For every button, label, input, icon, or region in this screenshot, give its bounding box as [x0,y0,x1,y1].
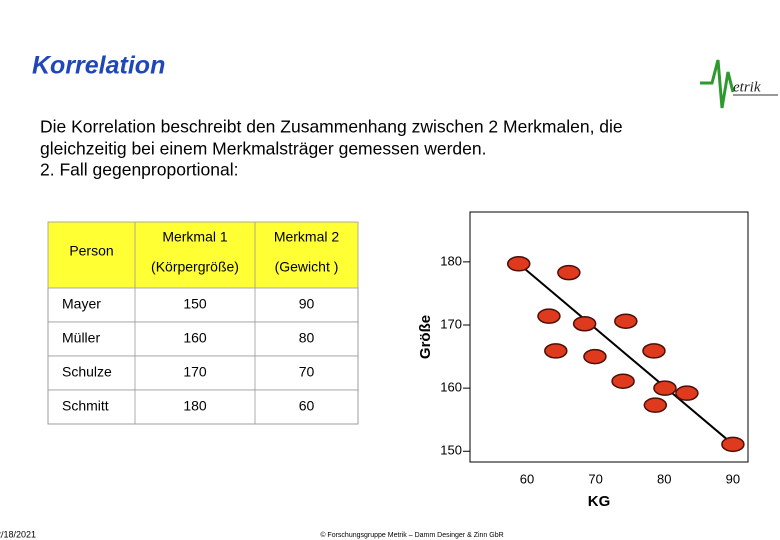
data-point [642,343,666,359]
plot-frame [469,211,749,463]
table-border [47,221,359,425]
data-point [583,348,607,365]
data-point [537,308,561,324]
footer-copyright: © Forschungsgruppe Metrik – Damm Desinge… [320,531,503,539]
table-header-cell: Merkmal 2 [274,229,340,245]
y-tick-label: 170 [440,316,462,331]
table-cell: Mayer [62,296,101,312]
y-axis-label: Größe [417,315,434,359]
table-header-cell: (Gewicht ) [275,259,339,275]
table-row-bg [47,355,359,391]
table-cell: Schulze [62,364,112,380]
table-cell: Müller [62,330,100,346]
data-point [721,436,745,453]
x-axis-label: KG [588,493,611,510]
data-point [614,313,638,329]
data-point [557,264,581,281]
table-header-cell: Merkmal 1 [162,229,228,245]
footer-date: 2/18/2021 [0,529,36,539]
y-tick-label: 160 [440,380,462,395]
table-cell: 90 [299,296,315,312]
table-cell: 70 [299,364,315,380]
y-tick-label: 180 [440,253,462,268]
table-cell: Schmitt [62,398,109,414]
table-header-cell: Person [69,243,113,259]
logo-text: etrik [733,79,761,95]
table-cell: 60 [299,398,315,414]
body-line: gleichzeitig bei einem Merkmalsträger ge… [40,139,486,159]
data-point [675,385,699,401]
table-header-cell: (Körpergröße) [151,259,239,275]
data-point [653,380,677,396]
table-cell: 80 [299,330,315,346]
data-point [544,343,568,359]
x-tick-label: 80 [657,471,671,486]
data-point [611,373,635,389]
data-point [572,315,597,332]
trend-line [518,263,734,446]
table-cell: 150 [183,296,207,312]
slide-title: Korrelation [32,52,165,80]
y-tick-label: 150 [440,443,462,458]
x-tick-label: 60 [520,471,534,486]
body-line: 2. Fall gegenproportional: [40,160,238,180]
table-cell: 170 [183,364,207,380]
x-tick-label: 90 [726,471,740,486]
body-line: Die Korrelation beschreibt den Zusammenh… [40,117,623,137]
table-row-bg [47,287,359,323]
table-cell: 160 [183,330,207,346]
table-header-bg [48,222,358,288]
table-cell: 180 [183,398,207,414]
table-row-bg [47,389,359,425]
logo-mark [700,59,735,109]
data-point [506,256,531,272]
data-point [643,397,668,413]
x-tick-label: 70 [588,471,602,486]
